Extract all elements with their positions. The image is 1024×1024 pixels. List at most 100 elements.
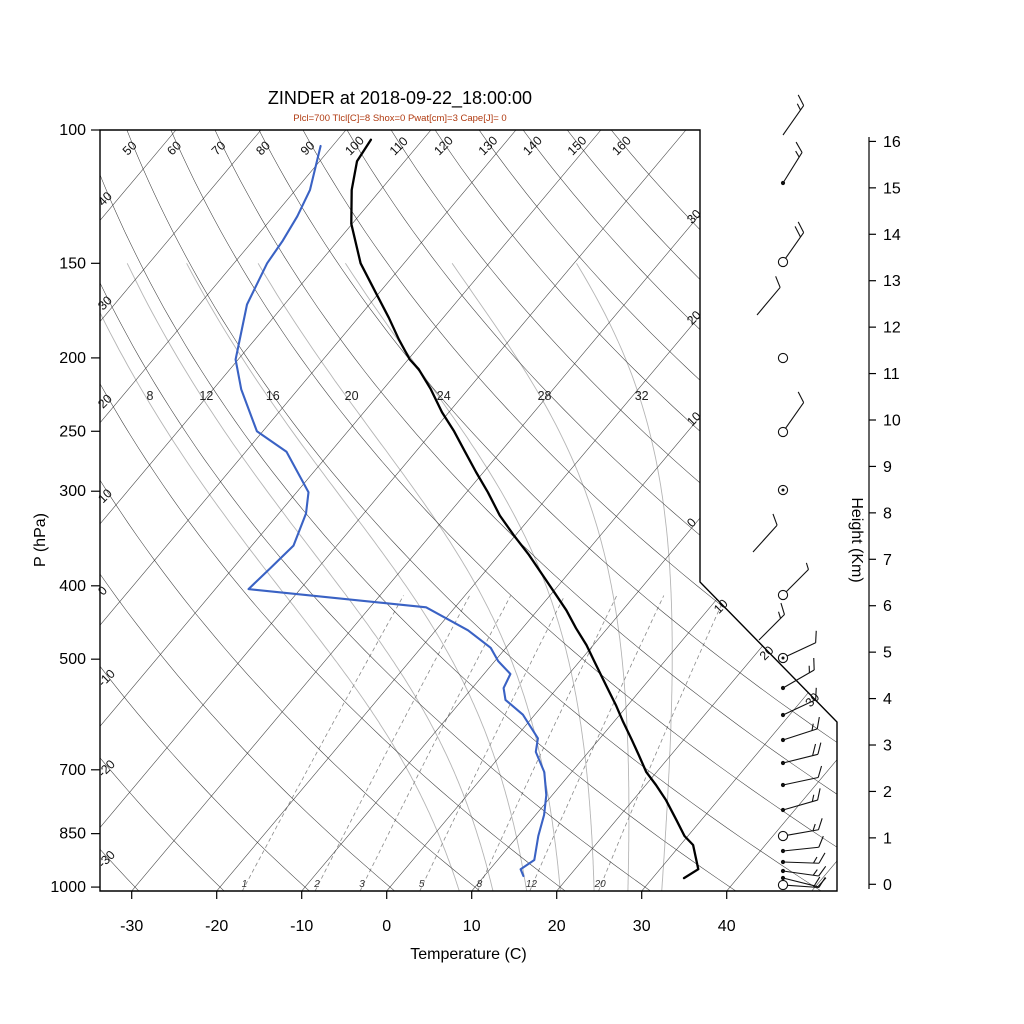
wind-barb-full [815,687,817,700]
wind-barb-full [817,765,823,778]
moist-adiabat-label: 28 [538,389,552,403]
dry-adiabat-label-left: 10 [95,486,115,506]
dry-adiabat-line [100,130,395,891]
wind-barb-staff [782,877,819,888]
height-tick-label: 4 [883,691,892,708]
mixing-ratio-label: 8 [477,879,483,890]
isotherm-line [100,130,602,891]
dry-adiabat-label-top: 50 [120,138,140,158]
mixing-ratio-line [419,595,566,891]
temperature-tick-label: -20 [205,918,228,935]
wind-station-dot [781,656,785,660]
wind-barb-half [813,856,818,864]
wind-barb-full [775,276,781,288]
wind-barb-full [817,818,823,830]
pressure-tick-label: 850 [59,826,86,843]
isotherm-line [897,130,1024,891]
mixing-ratio-label: 5 [419,879,425,890]
dry-adiabat-line [100,130,566,891]
dry-adiabat-line [214,130,837,891]
mixing-ratio-line [241,595,404,891]
dry-adiabat-label-top: 150 [565,133,590,158]
temperature-axis-label: Temperature (C) [410,946,527,963]
moist-adiabat-line [257,263,561,891]
wind-barb-full [818,852,826,864]
mixing-ratio-line [529,595,665,891]
isotherm-label-right: 20 [757,643,777,663]
mixing-ratio-label: 12 [526,879,538,890]
isotherm-line [811,130,837,891]
isotherm-line [556,130,837,891]
chart-title: ZINDER at 2018-09-22_18:00:00 [267,88,533,108]
wind-barb-staff [782,861,819,864]
wind-calm-circle [777,879,789,891]
mixing-ratio-label: 2 [313,879,320,890]
wind-barb-full [815,630,817,643]
wind-barb-full [818,877,826,888]
isotherm-line [0,130,6,891]
dry-adiabat-line [610,130,837,891]
wind-barb-staff [782,699,816,716]
plot-boundary [99,129,838,892]
dry-adiabat-line [522,130,837,891]
isotherm-line [100,130,432,891]
dry-adiabat-line [100,130,651,891]
pressure-tick-label: 1000 [50,879,86,896]
mixing-ratio-label: 20 [594,879,607,890]
wind-barb-staff [782,728,818,741]
dry-adiabat-line [258,130,837,891]
dry-adiabat-label-top: 100 [342,133,367,158]
pressure-tick-label: 300 [59,483,86,500]
dry-adiabat-label-top: 70 [209,138,229,158]
dry-adiabat-line [100,130,736,891]
temperature-tick-label: 0 [382,918,391,935]
height-tick-label: 1 [883,830,892,847]
moist-adiabat-line [100,263,460,891]
isotherm-line [386,130,837,891]
dry-adiabat-line [390,130,837,891]
wind-barb-staff [758,614,785,641]
temperature-curve [350,138,700,880]
wind-barb-full [817,742,822,755]
isotherm-line [641,130,837,891]
wind-barb-full [797,391,805,403]
wind-barb-full [812,876,821,888]
wind-barb-staff [782,753,819,764]
wind-barb-staff [785,232,805,259]
temperature-tick-label: 30 [633,918,651,935]
height-tick-label: 3 [883,738,892,755]
wind-barb-staff [785,402,805,429]
isotherm-line [216,130,837,891]
wind-barb-full [780,602,785,615]
wind-barb-full [817,788,821,801]
isotherm-label-right: 20 [684,308,704,328]
pressure-tick-label: 250 [59,423,86,440]
height-tick-label: 7 [883,552,892,569]
dry-adiabat-label-top: 110 [387,134,411,158]
height-tick-label: 5 [883,645,892,662]
wind-station-dot [781,488,785,492]
pressure-tick-label: 400 [59,578,86,595]
wind-barb-staff [782,776,819,786]
wind-barb-full [816,716,820,729]
wind-barb-staff [782,870,819,877]
dry-adiabat-line [346,130,837,891]
wind-barb-full [818,865,827,877]
temperature-tick-label: 10 [463,918,481,935]
wind-barb-staff [782,152,803,184]
isotherm-label-right: 10 [684,409,704,429]
wind-barb-half [811,723,814,731]
temperature-tick-label: 40 [718,918,736,935]
height-tick-label: 11 [883,366,900,383]
moist-adiabat-line [576,263,673,891]
mixing-ratio-line [359,595,512,891]
height-tick-label: 15 [883,180,901,197]
height-tick-label: 8 [883,505,892,522]
wind-barb-full [797,221,805,233]
wind-barb-staff [782,669,815,689]
wind-barb-half [777,611,782,619]
height-axis-label: Height (Km) [848,497,865,582]
mixing-ratio-label: 1 [242,879,248,890]
